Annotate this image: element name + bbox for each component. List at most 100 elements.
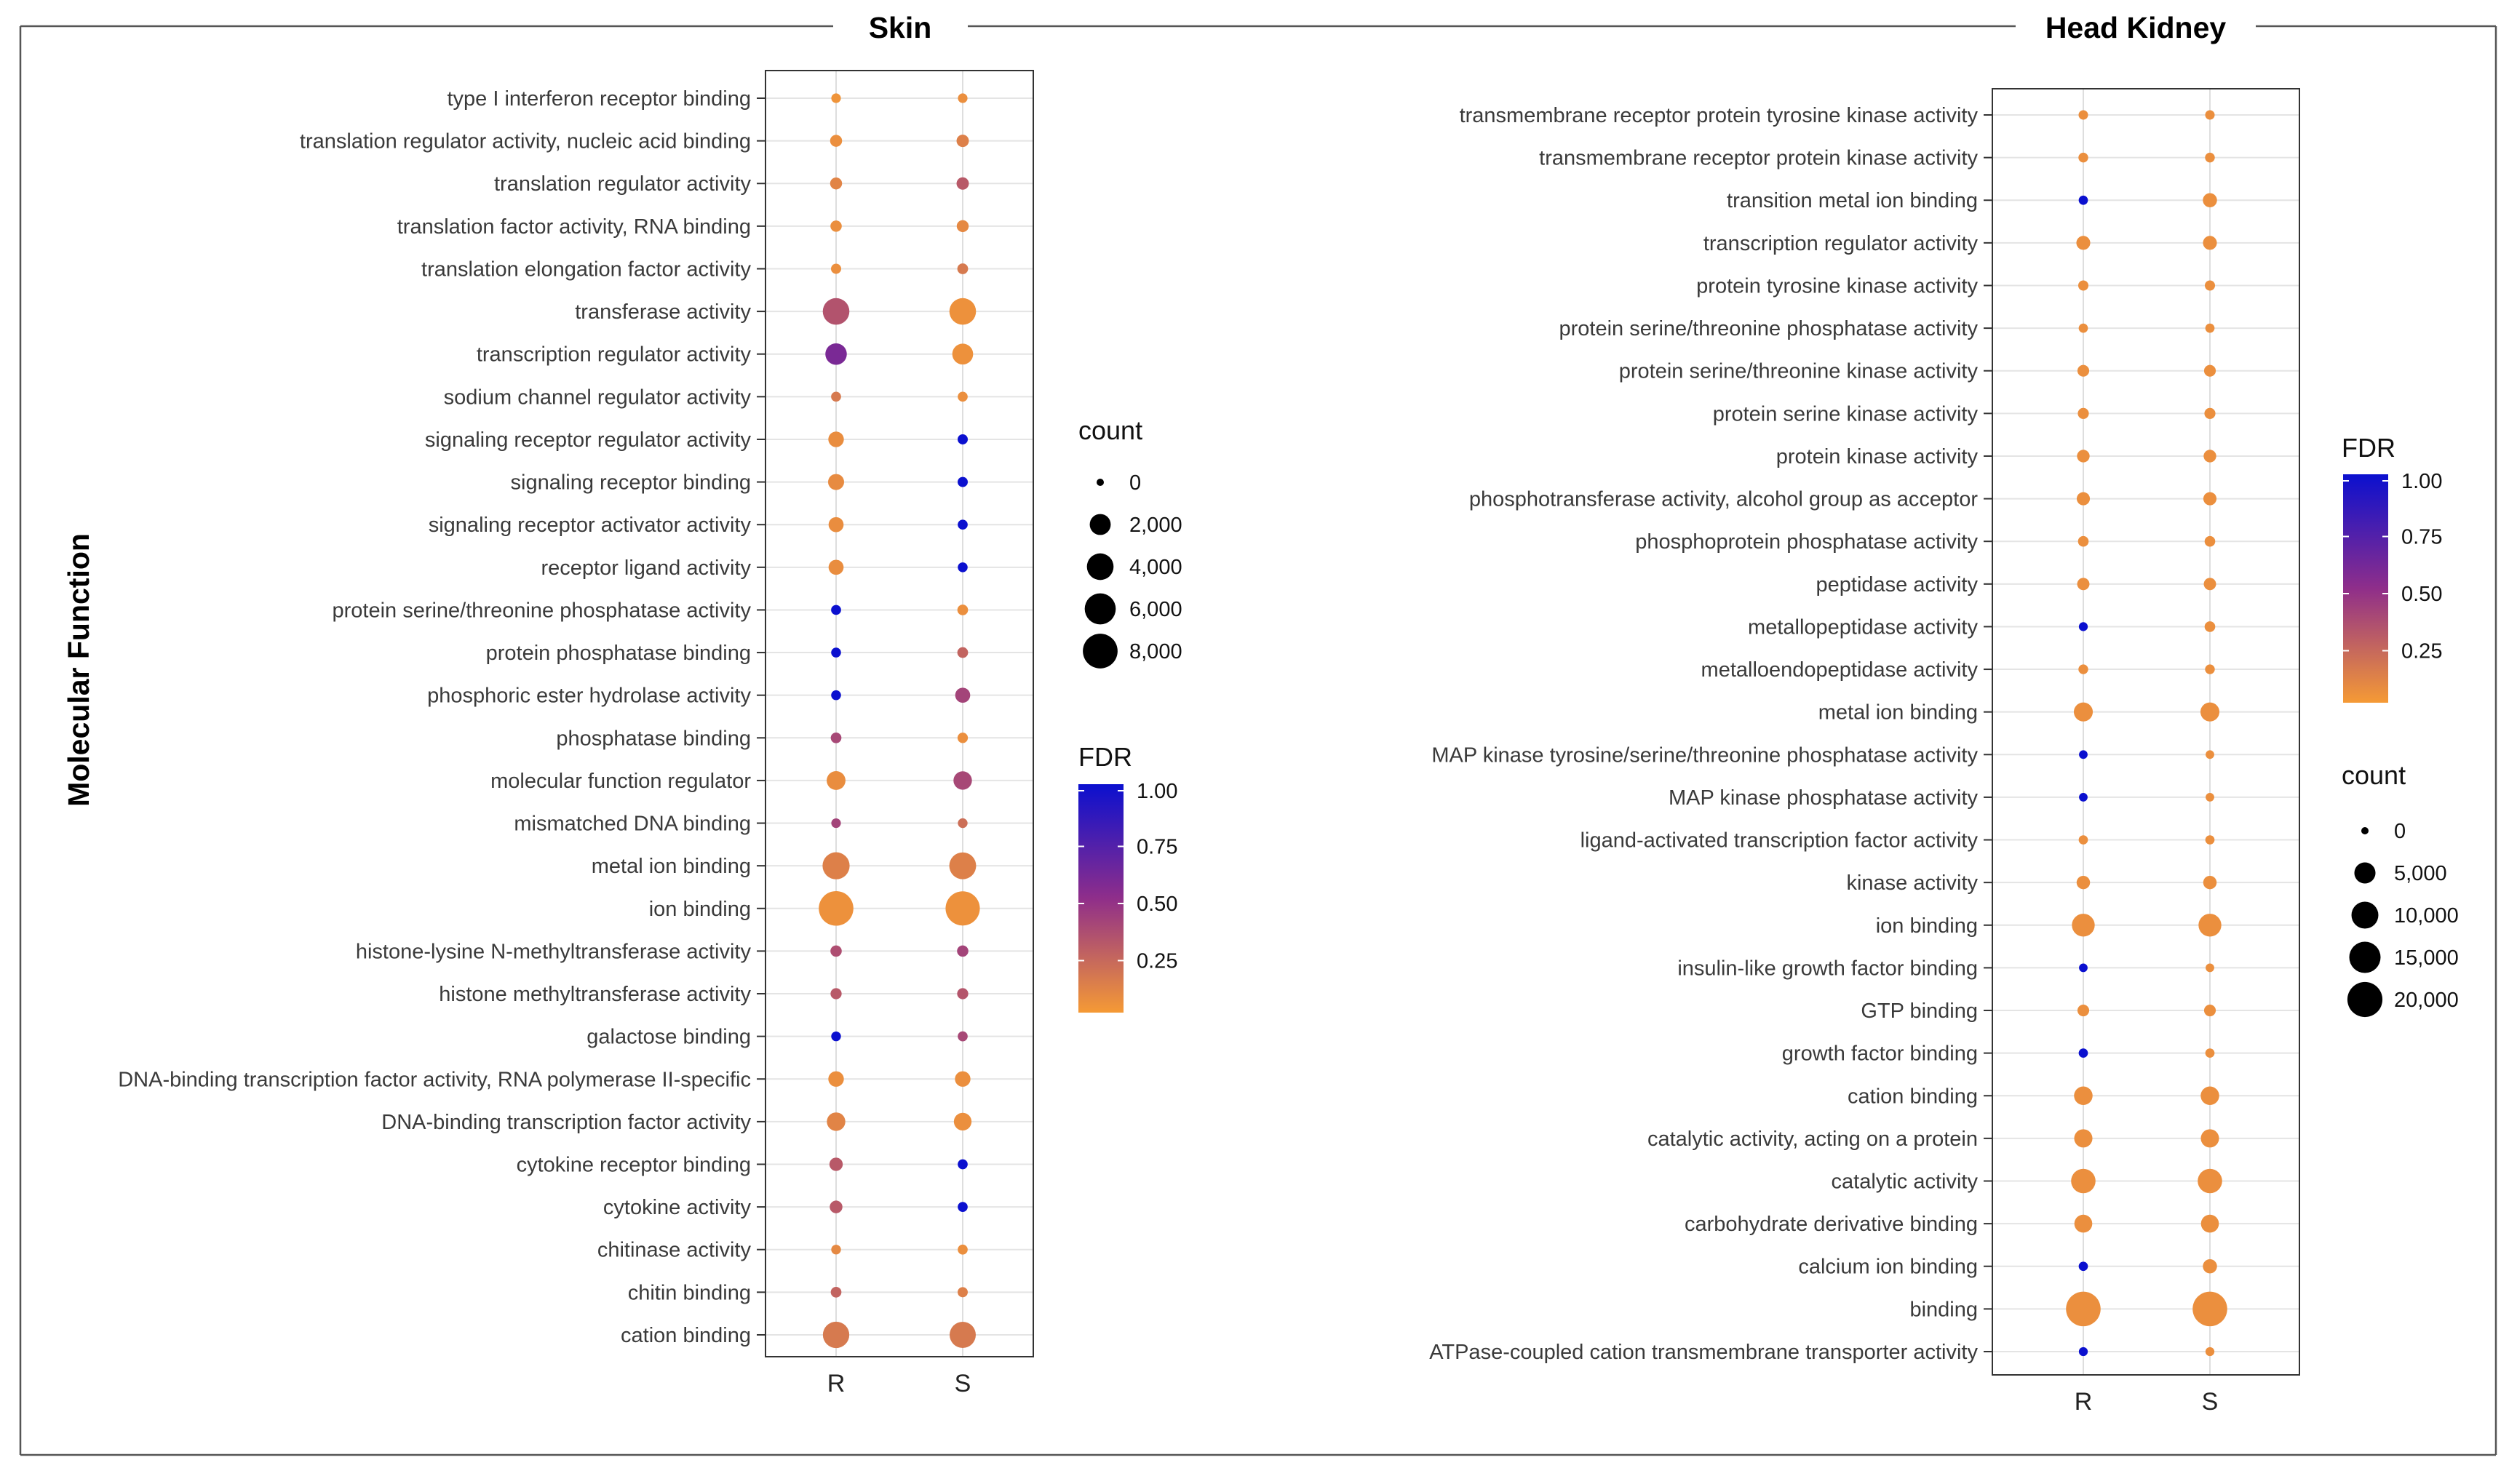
hk-dot-s — [2204, 407, 2216, 419]
skin-dot-r — [822, 852, 850, 879]
skin-term-label: type I interferon receptor binding — [447, 87, 751, 111]
skin-term-label: molecular function regulator — [490, 770, 751, 793]
hk-dot-s — [2206, 750, 2214, 759]
hk-term-label: ATPase-coupled cation transmembrane tran… — [1429, 1341, 1978, 1364]
skin-dot-s — [958, 391, 968, 402]
hk-term-label: protein kinase activity — [1776, 445, 1979, 468]
hk-dot-r — [2079, 793, 2088, 802]
hk-plot-frame — [1992, 88, 2300, 1376]
skin-dot-r — [831, 1031, 841, 1042]
hk-count-legend-label: 5,000 — [2394, 862, 2447, 885]
skin-dot-r — [827, 1112, 846, 1131]
skin-dot-r — [830, 135, 843, 147]
skin-dot-r — [822, 1321, 850, 1349]
skin-dot-r — [828, 1071, 844, 1087]
hk-dot-s — [2205, 323, 2215, 333]
skin-dot-r — [827, 770, 846, 790]
skin-dot-r — [828, 559, 844, 575]
skin-dot-r — [829, 1157, 843, 1171]
skin-dot-r — [830, 988, 842, 1000]
hk-fdr-legend: FDR 1.00 0.75 0.50 0.25 — [2342, 433, 2442, 703]
hk-fdr-legend-title: FDR — [2342, 433, 2395, 463]
hk-dot-s — [2204, 280, 2216, 291]
hk-term-label: metal ion binding — [1818, 701, 1978, 725]
hk-dot-r — [2071, 1168, 2096, 1194]
hk-dot-s — [2205, 110, 2215, 120]
skin-term-label: signaling receptor activator activity — [429, 514, 752, 537]
skin-gridlines — [766, 71, 1033, 1357]
skin-term-label: transcription regulator activity — [477, 343, 752, 367]
skin-dot-r — [830, 177, 843, 190]
hk-dot-r — [2066, 1291, 2101, 1327]
skin-dot-s — [957, 988, 969, 1000]
skin-dot-s — [953, 771, 972, 790]
skin-dot-s — [957, 263, 969, 274]
hk-term-label: metallopeptidase activity — [1748, 615, 1978, 639]
hk-dot-r — [2078, 1048, 2088, 1058]
hk-count-legend-label: 0 — [2394, 820, 2406, 843]
skin-dot-s — [957, 647, 969, 658]
hk-dot-s — [2203, 236, 2217, 250]
skin-dot-s — [958, 434, 968, 444]
skin-fdr-legend-label: 0.75 — [1137, 836, 1177, 859]
skin-dot-r — [822, 298, 850, 325]
skin-dot-r — [830, 220, 842, 232]
skin-dot-r — [831, 391, 841, 402]
hk-count-legend-dot — [2349, 941, 2381, 973]
hk-term-label: transmembrane receptor protein tyrosine … — [1460, 104, 1979, 127]
skin-dot-s — [958, 93, 968, 103]
hk-dot-r — [2077, 364, 2090, 377]
hk-count-legend: count 0 5,000 10,000 15,000 20,000 — [2342, 760, 2459, 1018]
hk-term-label: ion binding — [1876, 914, 1978, 938]
y-axis-title: Molecular Function — [62, 533, 95, 807]
hk-dot-s — [2204, 535, 2216, 547]
skin-term-label: phosphoric ester hydrolase activity — [427, 685, 751, 708]
hk-count-legend-dot — [2351, 901, 2379, 929]
skin-dot-s — [958, 476, 968, 487]
skin-dot-s — [945, 891, 980, 926]
hk-dot-s — [2203, 875, 2217, 890]
skin-dot-r — [828, 516, 844, 532]
skin-dot-s — [952, 343, 974, 365]
hk-dot-r — [2078, 323, 2088, 333]
hk-dot-r — [2078, 195, 2088, 205]
hk-dot-r — [2078, 1261, 2088, 1272]
skin-dot-r — [831, 263, 841, 274]
hk-term-label: carbohydrate derivative binding — [1685, 1213, 1978, 1236]
skin-dot-s — [955, 687, 971, 703]
skin-term-label: cytokine receptor binding — [517, 1154, 751, 1177]
skin-count-legend-title: count — [1078, 415, 1142, 445]
hk-dot-r — [2076, 492, 2091, 506]
skin-dot-s — [958, 1244, 968, 1255]
hk-x-tick-r: R — [2075, 1388, 2093, 1416]
hk-dot-s — [2200, 702, 2220, 722]
hk-term-label: cation binding — [1848, 1085, 1978, 1108]
hk-fdr-legend-label: 0.50 — [2401, 583, 2442, 606]
skin-x-tick-r: R — [827, 1370, 846, 1397]
hk-dot-r — [2074, 1214, 2093, 1233]
hk-dot-r — [2076, 236, 2091, 250]
skin-dot-s — [957, 945, 969, 957]
hk-dot-s — [2203, 1259, 2217, 1274]
hk-dot-r — [2078, 1347, 2088, 1357]
hk-term-label: growth factor binding — [1782, 1042, 1978, 1066]
skin-fdr-colorbar — [1078, 784, 1124, 1013]
hk-dot-s — [2205, 664, 2215, 674]
hk-dot-r — [2078, 622, 2088, 631]
skin-dot-s — [955, 1071, 971, 1087]
skin-dot-s — [953, 1112, 972, 1131]
skin-dot-r — [825, 343, 847, 365]
hk-dot-r — [2072, 914, 2095, 937]
hk-dot-s — [2192, 1291, 2227, 1327]
hk-dot-r — [2078, 835, 2088, 845]
hk-dot-s — [2203, 1004, 2216, 1017]
skin-term-label: signaling receptor regulator activity — [425, 428, 752, 452]
hk-term-label: protein tyrosine kinase activity — [1696, 274, 1978, 298]
skin-term-label: translation elongation factor activity — [421, 258, 751, 281]
hk-dot-r — [2077, 578, 2090, 591]
hk-fdr-legend-label: 0.75 — [2401, 526, 2442, 549]
skin-dot-r — [819, 891, 854, 926]
hk-dot-s — [2205, 1347, 2215, 1357]
hk-dot-s — [2200, 1129, 2219, 1148]
hk-dot-s — [2204, 621, 2216, 632]
